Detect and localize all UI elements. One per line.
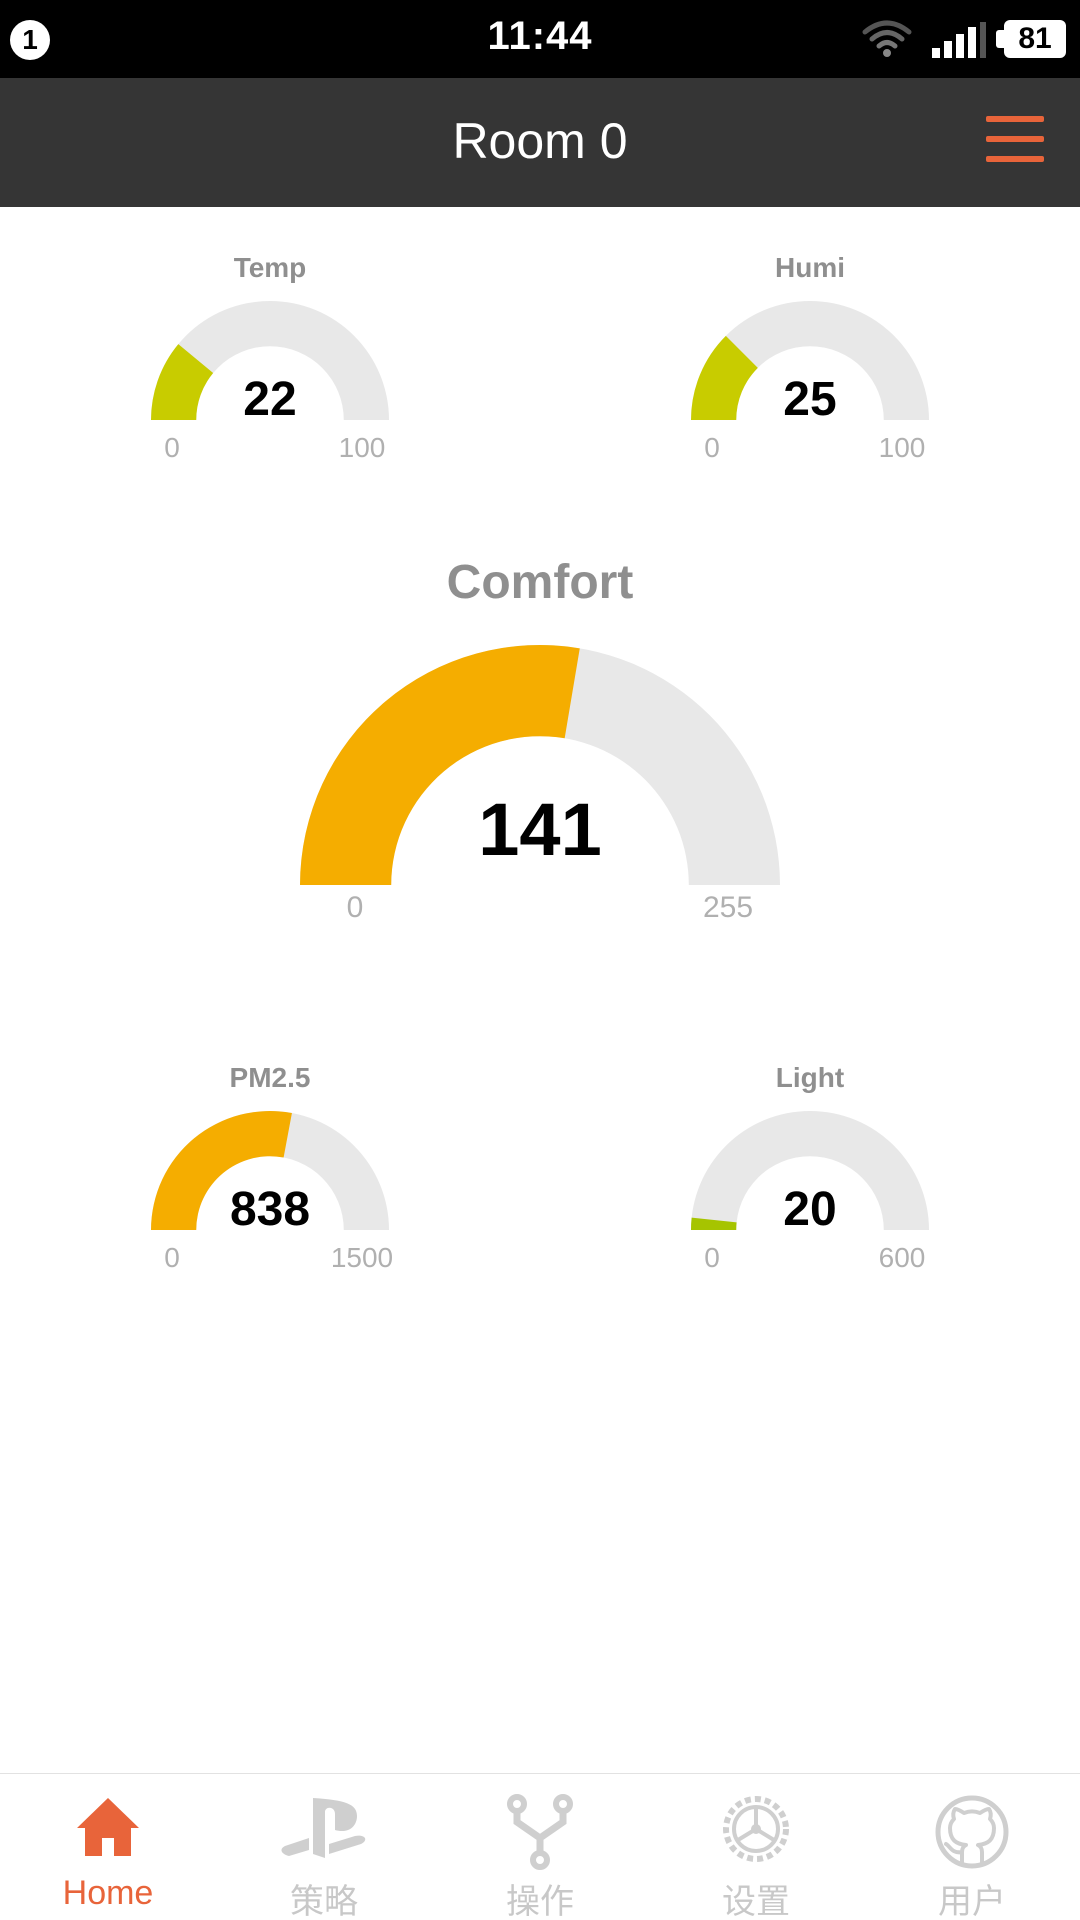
light-gauge-fill xyxy=(691,1217,737,1230)
comfort-gauge-label: Comfort xyxy=(446,556,634,609)
comfort-gauge: Comfort 141 0 255 xyxy=(298,555,782,975)
light-gauge-max: 600 xyxy=(878,1242,926,1273)
pm25-gauge-max: 1500 xyxy=(330,1242,394,1273)
comfort-gauge-min: 0 xyxy=(346,891,364,924)
humi-gauge-min: 0 xyxy=(704,432,720,463)
playstation-icon xyxy=(216,1794,432,1874)
humi-gauge-max: 100 xyxy=(878,432,926,463)
pm25-gauge: PM2.5 838 0 1500 xyxy=(149,1062,393,1292)
comfort-gauge-fill xyxy=(300,645,580,885)
nav-item-strategy[interactable]: 策略 xyxy=(216,1774,432,1920)
gear-icon xyxy=(648,1794,864,1874)
notification-badge: 1 xyxy=(10,20,50,60)
menu-line xyxy=(986,156,1044,162)
temp-gauge: Temp 22 0 100 xyxy=(149,252,391,482)
humi-gauge-value: 25 xyxy=(783,373,837,426)
light-gauge-min: 0 xyxy=(704,1242,720,1273)
temp-gauge-label: Temp xyxy=(233,252,307,283)
page-title: Room 0 xyxy=(452,113,628,169)
nav-label-strategy: 策略 xyxy=(290,1883,358,1920)
light-gauge-arc xyxy=(691,1111,929,1230)
menu-line xyxy=(986,136,1044,142)
home-icon xyxy=(0,1794,216,1874)
fork-icon xyxy=(432,1794,648,1874)
humi-gauge-label: Humi xyxy=(775,252,845,283)
temp-gauge-fill xyxy=(151,344,214,420)
light-gauge: Light 20 0 600 xyxy=(689,1062,931,1292)
hamburger-menu-icon[interactable] xyxy=(982,114,1048,174)
wifi-icon xyxy=(862,20,912,57)
light-gauge-value: 20 xyxy=(783,1183,837,1236)
pm25-gauge-fill xyxy=(151,1111,292,1230)
app-header: Room 0 xyxy=(0,78,1080,207)
status-time: 11:44 xyxy=(487,14,593,58)
pm25-gauge-label: PM2.5 xyxy=(229,1062,311,1093)
nav-item-home[interactable]: Home xyxy=(0,1774,216,1920)
github-icon xyxy=(864,1794,1080,1874)
temp-gauge-track xyxy=(151,301,389,420)
nav-item-operation[interactable]: 操作 xyxy=(432,1774,648,1920)
nav-item-settings[interactable]: 设置 xyxy=(648,1774,864,1920)
nav-label-settings: 设置 xyxy=(722,1883,790,1920)
comfort-gauge-arc xyxy=(300,645,780,885)
pm25-gauge-value: 838 xyxy=(229,1183,311,1236)
bottom-nav: Home 策略 操作 xyxy=(0,1773,1080,1920)
nav-label-home: Home xyxy=(62,1874,154,1912)
pm25-gauge-arc xyxy=(151,1111,389,1230)
status-bar: 1 11:44 81 xyxy=(0,0,1080,78)
humi-gauge-track xyxy=(691,301,929,420)
light-gauge-label: Light xyxy=(775,1062,845,1093)
temp-gauge-arc xyxy=(151,301,389,420)
signal-icon xyxy=(932,22,986,58)
nav-label-operation: 操作 xyxy=(506,1883,574,1920)
temp-gauge-value: 22 xyxy=(243,373,297,426)
light-gauge-track xyxy=(691,1111,929,1230)
humi-gauge-fill xyxy=(691,335,758,420)
temp-gauge-min: 0 xyxy=(164,432,180,463)
humi-gauge: Humi 25 0 100 xyxy=(689,252,931,482)
humi-gauge-arc xyxy=(691,301,929,420)
battery-icon: 81 xyxy=(1004,20,1066,58)
nav-label-user: 用户 xyxy=(938,1883,1006,1920)
pm25-gauge-min: 0 xyxy=(164,1242,180,1273)
battery-nub xyxy=(996,30,1004,48)
menu-line xyxy=(986,116,1044,122)
nav-item-user[interactable]: 用户 xyxy=(864,1774,1080,1920)
comfort-gauge-max: 255 xyxy=(702,891,754,924)
temp-gauge-max: 100 xyxy=(338,432,386,463)
comfort-gauge-value: 141 xyxy=(478,788,602,871)
